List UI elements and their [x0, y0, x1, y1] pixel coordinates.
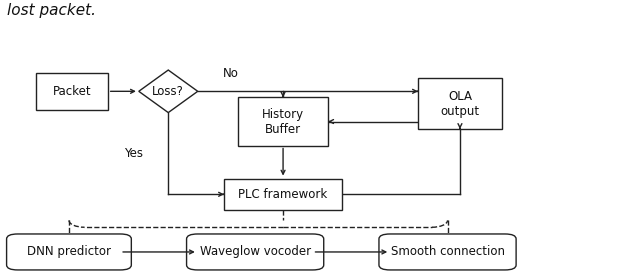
Text: OLA
output: OLA output — [440, 90, 480, 118]
FancyBboxPatch shape — [7, 234, 131, 270]
FancyBboxPatch shape — [224, 179, 342, 210]
Text: Smooth connection: Smooth connection — [391, 245, 504, 258]
Text: Yes: Yes — [124, 147, 144, 160]
Polygon shape — [139, 70, 198, 113]
Text: Packet: Packet — [53, 85, 91, 98]
Text: PLC framework: PLC framework — [238, 188, 328, 201]
Text: Waveglow vocoder: Waveglow vocoder — [200, 245, 311, 258]
FancyBboxPatch shape — [187, 234, 323, 270]
Text: Loss?: Loss? — [152, 85, 184, 98]
FancyBboxPatch shape — [418, 78, 502, 129]
FancyBboxPatch shape — [36, 73, 108, 110]
FancyBboxPatch shape — [238, 97, 328, 145]
Text: No: No — [223, 67, 238, 80]
Text: History
Buffer: History Buffer — [262, 108, 304, 136]
Text: DNN predictor: DNN predictor — [27, 245, 111, 258]
FancyBboxPatch shape — [379, 234, 516, 270]
Text: lost packet.: lost packet. — [7, 3, 96, 18]
